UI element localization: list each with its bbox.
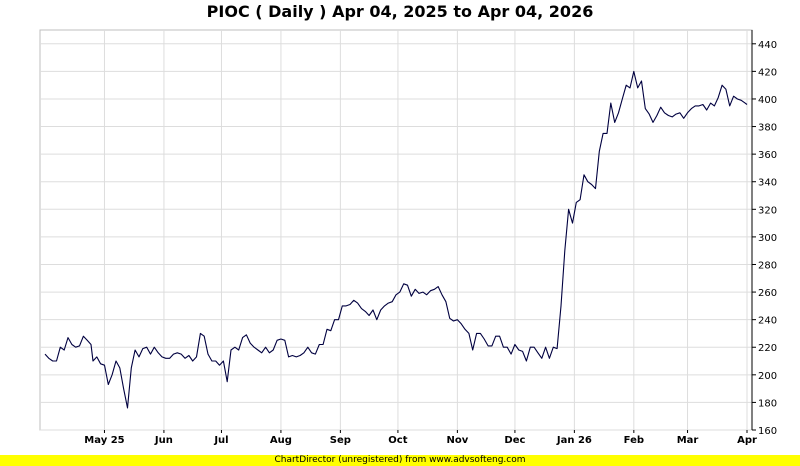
y-tick-label: 440 [758,40,777,51]
x-tick-label: Mar [677,435,699,446]
y-tick-label: 400 [758,95,777,106]
y-tick-label: 380 [758,123,777,134]
plot-background [39,29,753,431]
y-tick-label: 280 [758,260,777,271]
y-tick-label: 160 [758,426,777,437]
grid-lines [40,30,752,431]
x-axis: May 25 Jun Jul Aug Sep Oct Nov Dec Jan 26 Feb Mar A… [84,430,757,446]
price-series [44,70,748,409]
y-tick-label: 420 [758,67,777,78]
x-tick-label: Apr [737,435,757,446]
x-tick-label: Jan 26 [556,435,592,446]
y-tick-label: 180 [758,398,777,409]
y-tick-label: 340 [758,178,777,189]
x-tick-label: Sep [330,435,351,446]
x-tick-label: Oct [388,435,407,446]
x-tick-label: Dec [504,435,525,446]
y-tick-label: 360 [758,150,777,161]
x-tick-label: Feb [624,435,644,446]
chart-footer: ChartDirector (unregistered) from www.ad… [0,455,800,466]
x-tick-label: Jul [213,435,228,446]
x-tick-label: Nov [446,435,468,446]
x-tick-label: May 25 [84,435,124,446]
y-tick-label: 300 [758,233,777,244]
x-tick-label: Aug [270,435,292,446]
y-tick-label: 320 [758,205,777,216]
price-line [44,70,748,409]
x-tick-label: Jun [154,435,173,446]
y-tick-label: 200 [758,371,777,382]
y-axis: 160 180 200 220 240 260 280 300 320 340 360 380 400 4… [751,30,777,437]
y-tick-label: 220 [758,343,777,354]
y-tick-label: 240 [758,316,777,327]
y-tick-label: 260 [758,288,777,299]
chart-title: PIOC ( Daily ) Apr 04, 2025 to Apr 04, 2… [206,2,594,21]
